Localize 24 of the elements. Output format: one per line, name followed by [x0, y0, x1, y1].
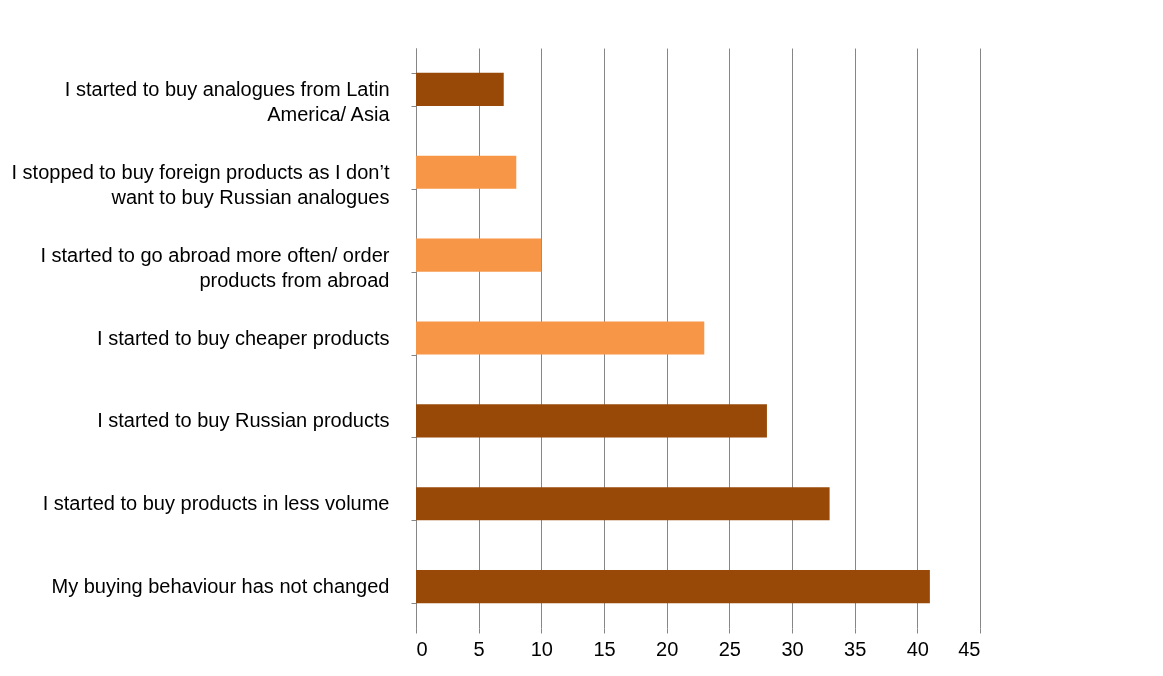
bar	[416, 570, 930, 604]
x-tick-label: 0	[416, 637, 428, 660]
bar	[416, 321, 705, 355]
y-tick-label: My buying behaviour has not changed	[51, 575, 390, 598]
x-tick-label: 10	[530, 637, 553, 660]
y-tick-label: I started to go abroad more often/ order products from abroad	[40, 243, 390, 291]
y-tick-label: I stopped to buy foreign products as I don’t want to buy Russian analogues	[11, 160, 390, 208]
x-tick-label: 30	[781, 637, 804, 660]
bar	[416, 155, 517, 189]
x-tick-label: 25	[718, 637, 741, 660]
y-tick-label: I started to buy analogues from Latin America/ Asia	[64, 77, 391, 125]
bar	[416, 404, 767, 438]
x-tick-label: 20	[656, 637, 679, 660]
x-tick-label: 15	[593, 637, 616, 660]
y-tick-label: I started to buy products in less volume	[42, 492, 390, 515]
bar	[416, 238, 542, 272]
y-tick-label: I started to buy cheaper products	[97, 326, 390, 349]
x-tick-label: 40	[906, 637, 929, 660]
bar	[416, 72, 504, 106]
x-tick-label: 35	[844, 637, 867, 660]
x-tick-label: 5	[473, 637, 485, 660]
bar	[416, 487, 830, 521]
y-tick-label: I started to buy Russian products	[97, 409, 390, 432]
x-tick-label: 45	[958, 637, 981, 660]
